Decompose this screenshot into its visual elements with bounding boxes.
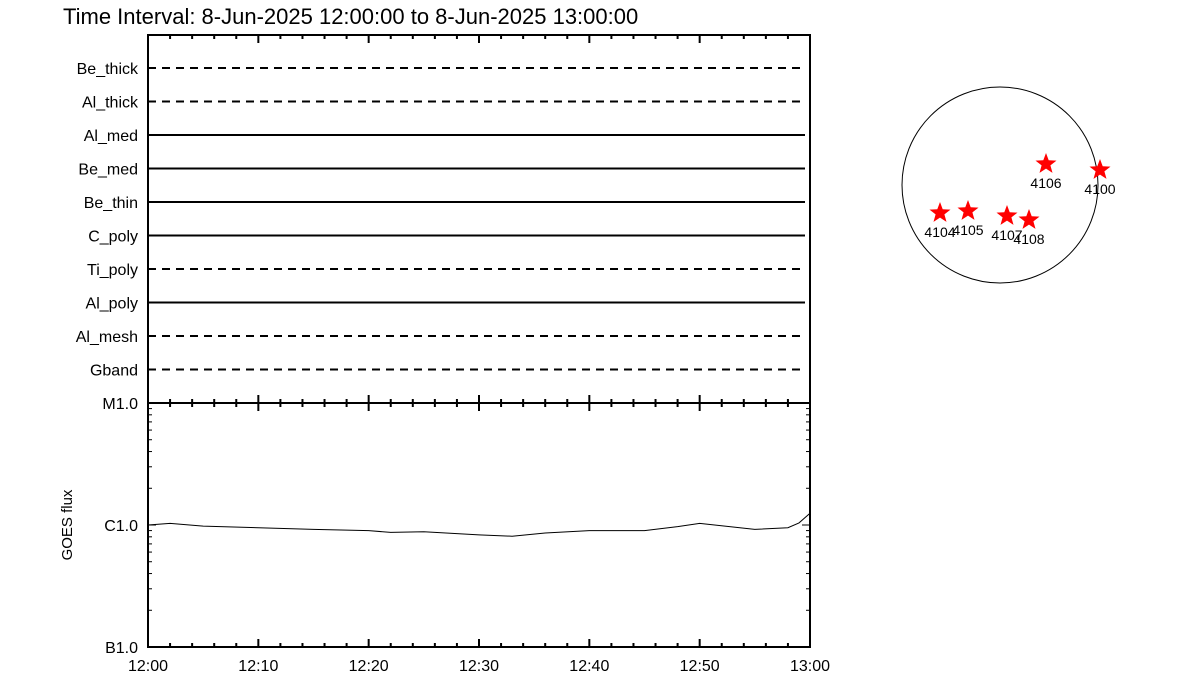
active-region-star: [1035, 153, 1057, 173]
x-tick-label: 12:10: [238, 658, 278, 675]
filter-label: Be_thick: [77, 61, 139, 78]
y-tick-label: B1.0: [105, 640, 138, 657]
filter-label: Be_thin: [84, 195, 138, 212]
active-region-label: 4100: [1084, 181, 1115, 197]
active-region-label: 4108: [1013, 231, 1044, 247]
solar-disk: [901, 86, 1099, 284]
x-tick-label: 12:40: [569, 658, 609, 675]
filter-label: C_poly: [88, 229, 138, 246]
active-region-star: [1018, 209, 1040, 229]
x-tick-label: 13:00: [790, 658, 830, 675]
filter-label: Al_med: [84, 128, 138, 145]
active-region-label: 4106: [1030, 175, 1061, 191]
active-region-label: 4105: [952, 222, 983, 238]
active-region-star: [929, 202, 951, 222]
y-tick-label: C1.0: [104, 518, 138, 535]
filter-label: Be_med: [78, 162, 138, 179]
active-region-label: 4104: [924, 224, 955, 240]
x-tick-label: 12:30: [459, 658, 499, 675]
x-tick-label: 12:50: [680, 658, 720, 675]
y-tick-label: M1.0: [102, 396, 138, 413]
active-region-star: [1089, 159, 1111, 179]
filter-label: Al_thick: [82, 95, 139, 112]
filter-label: Ti_poly: [87, 262, 138, 279]
active-region-star: [996, 205, 1018, 225]
x-tick-label: 12:20: [349, 658, 389, 675]
filter-panel-frame: [147, 34, 811, 404]
filter-label: Al_mesh: [76, 329, 138, 346]
x-tick-label: 12:00: [128, 658, 168, 675]
active-region-star: [957, 200, 979, 220]
y-axis-label: GOES flux: [59, 489, 76, 560]
goes-flux-line: [147, 512, 811, 537]
filter-label: Gband: [90, 363, 138, 380]
chart-title: Time Interval: 8-Jun-2025 12:00:00 to 8-…: [63, 4, 638, 29]
filter-label: Al_poly: [86, 296, 138, 313]
active-region-label: 4107: [991, 227, 1022, 243]
